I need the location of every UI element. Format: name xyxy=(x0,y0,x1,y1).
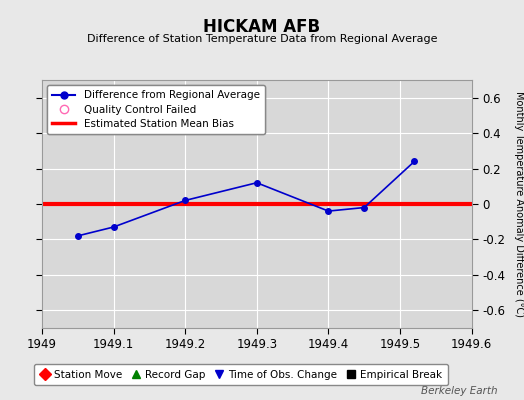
Legend: Station Move, Record Gap, Time of Obs. Change, Empirical Break: Station Move, Record Gap, Time of Obs. C… xyxy=(34,364,448,385)
Text: Berkeley Earth: Berkeley Earth xyxy=(421,386,498,396)
Y-axis label: Monthly Temperature Anomaly Difference (°C): Monthly Temperature Anomaly Difference (… xyxy=(515,91,524,317)
Legend: Difference from Regional Average, Quality Control Failed, Estimated Station Mean: Difference from Regional Average, Qualit… xyxy=(47,85,265,134)
Text: Difference of Station Temperature Data from Regional Average: Difference of Station Temperature Data f… xyxy=(87,34,437,44)
Text: HICKAM AFB: HICKAM AFB xyxy=(203,18,321,36)
